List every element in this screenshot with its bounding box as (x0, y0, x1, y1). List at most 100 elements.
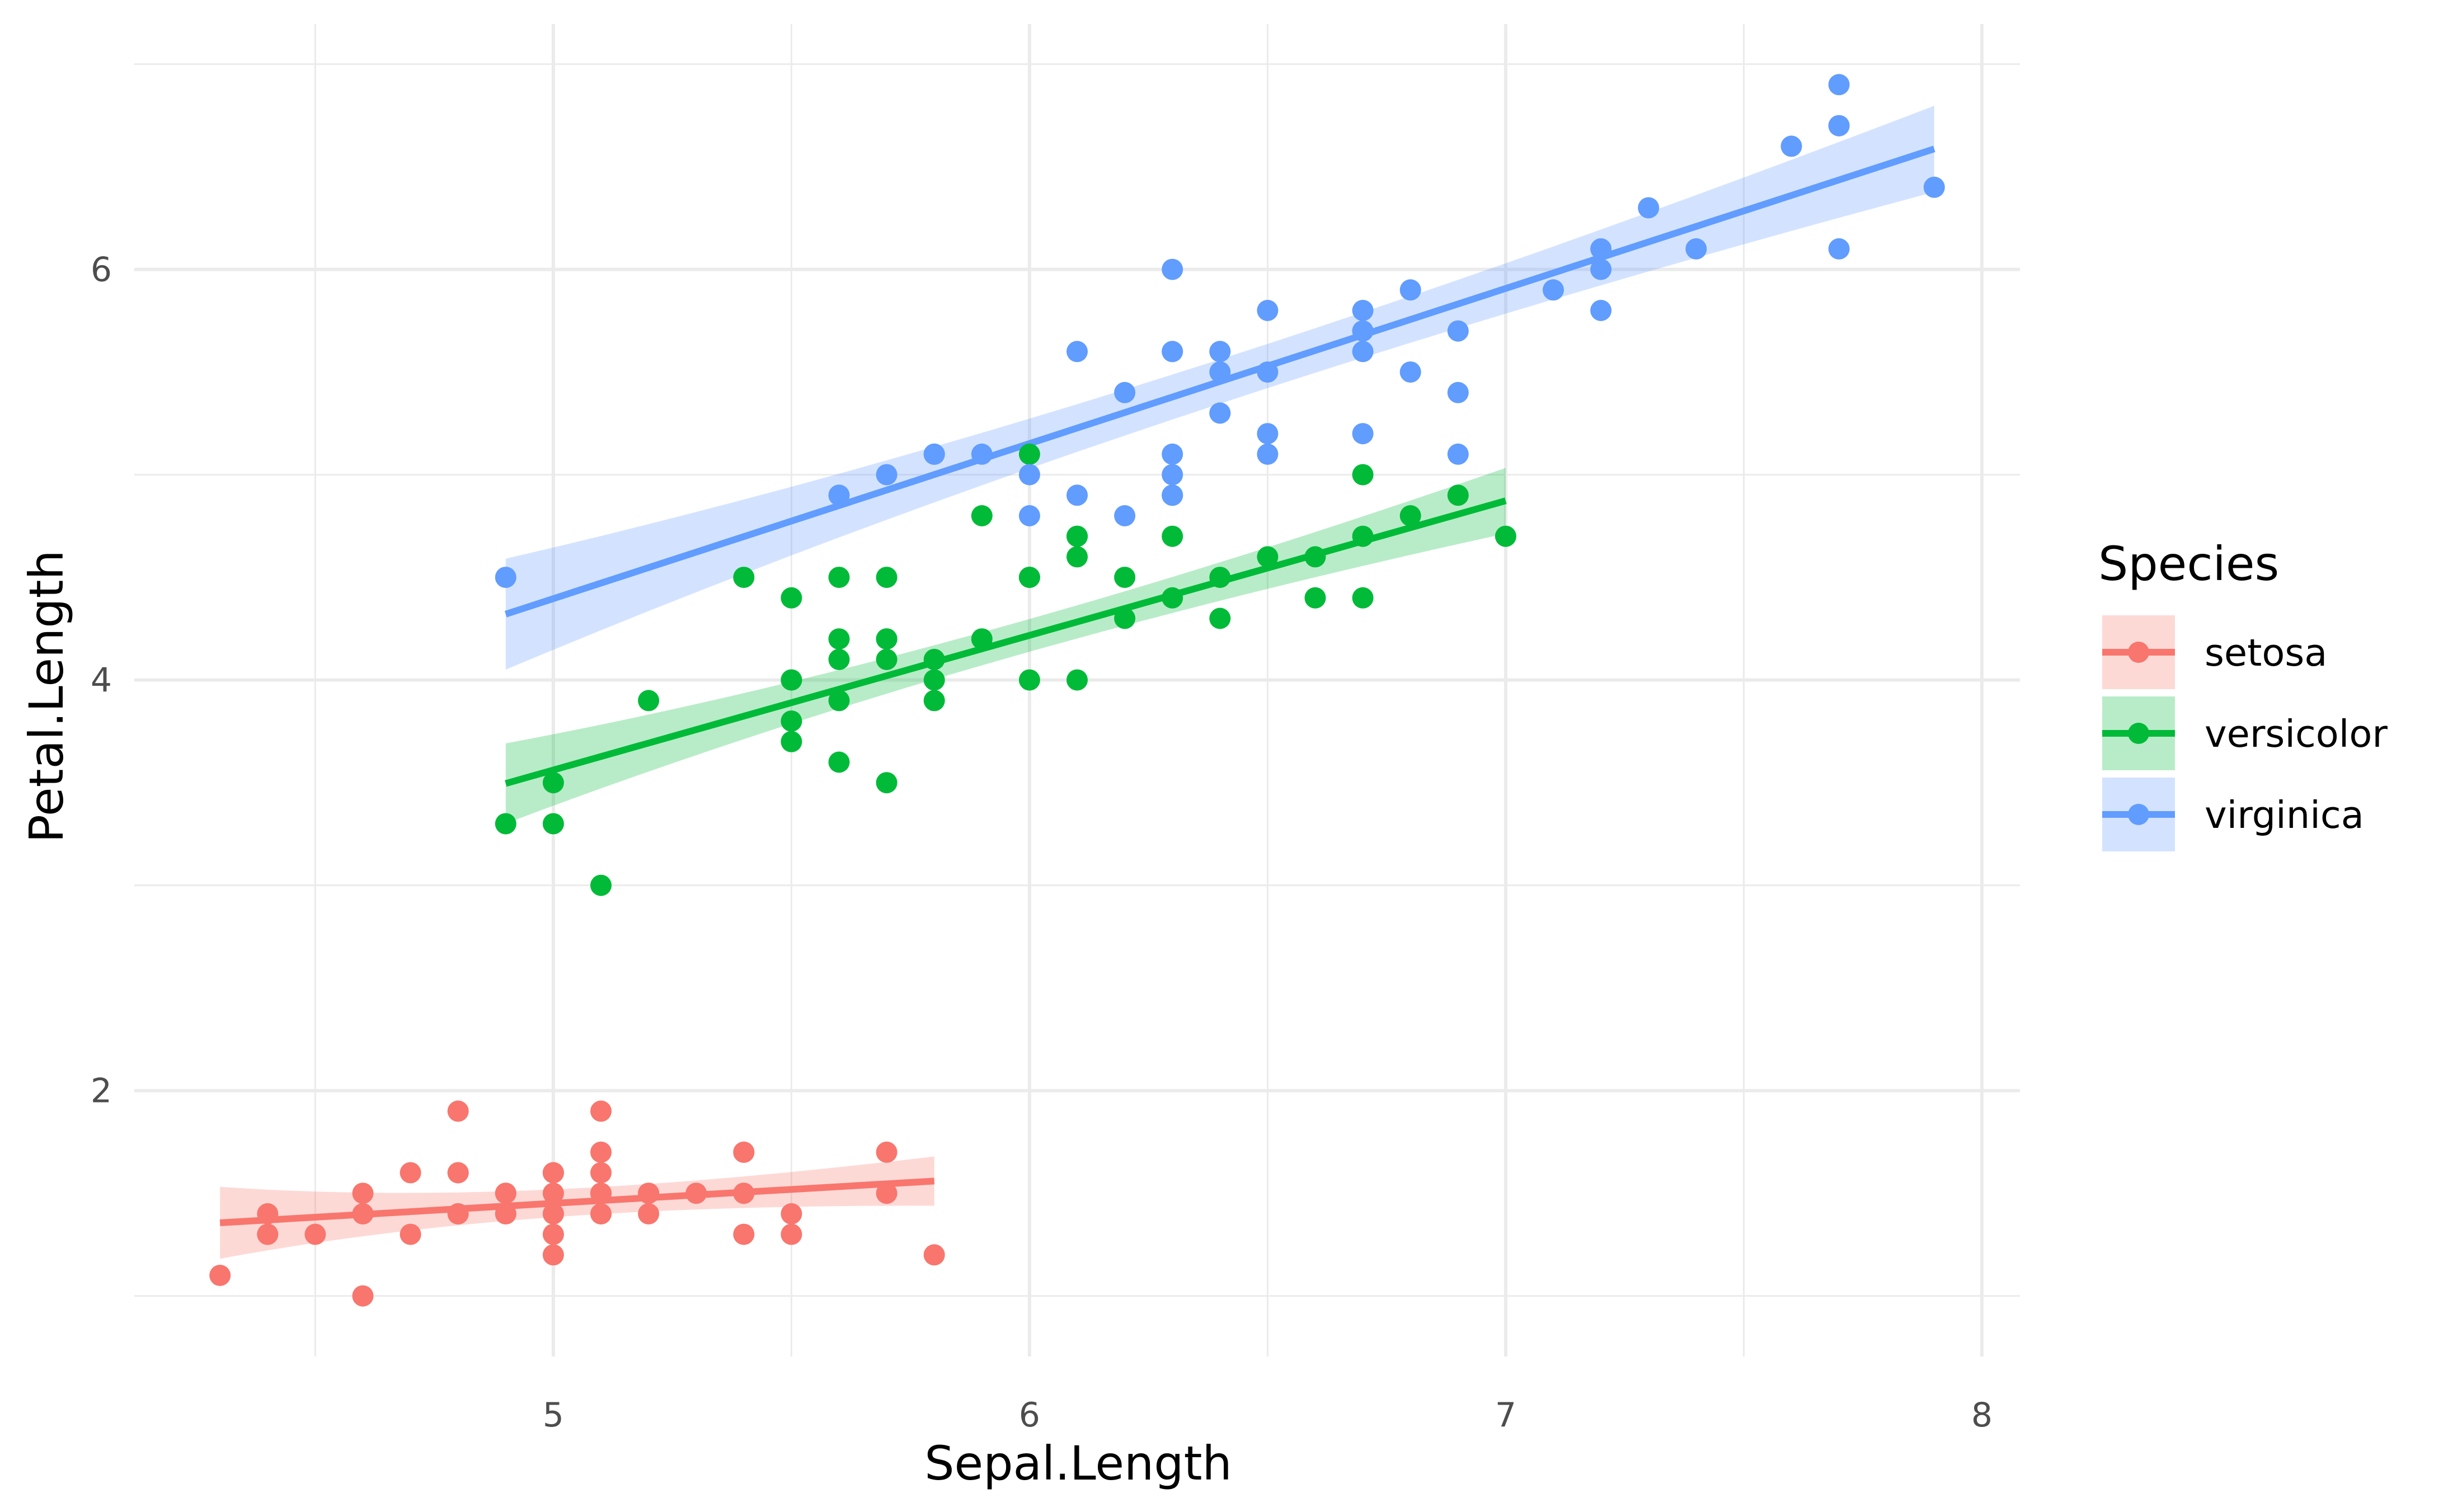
data-point-virginica (1447, 320, 1469, 342)
data-point-versicolor (1209, 567, 1231, 588)
minor-gridlines (134, 24, 2020, 1356)
data-point-setosa (447, 1100, 469, 1122)
y-axis-tick-labels: 2 4 6 (91, 251, 112, 1111)
data-point-setosa (542, 1162, 564, 1184)
y-tick-label: 4 (91, 661, 112, 700)
regression-line-setosa (219, 1177, 935, 1226)
data-point-versicolor (828, 648, 850, 670)
data-point-versicolor (876, 628, 898, 650)
data-point-virginica (923, 443, 945, 465)
data-point-virginica (1447, 443, 1469, 465)
x-axis-tick-labels: 5 6 7 8 (543, 1396, 1993, 1435)
x-tick-label: 7 (1495, 1396, 1516, 1435)
data-point-versicolor (781, 587, 802, 609)
data-point-virginica (1257, 300, 1279, 321)
x-tick-label: 8 (1971, 1396, 1993, 1435)
data-point-setosa (542, 1223, 564, 1245)
legend-item-setosa: setosa (2102, 615, 2327, 689)
confidence-ribbon-setosa (220, 1156, 934, 1259)
data-point-virginica (1447, 381, 1469, 403)
data-point-virginica (1162, 443, 1183, 465)
data-point-virginica (1590, 238, 1612, 260)
data-point-versicolor (781, 710, 802, 732)
data-point-versicolor (1304, 546, 1326, 568)
data-point-setosa (638, 1183, 660, 1204)
data-point-virginica (1352, 320, 1374, 342)
data-point-versicolor (1257, 546, 1279, 568)
data-point-versicolor (1352, 464, 1374, 486)
x-axis-title: Sepal.Length (924, 1436, 1232, 1491)
data-point-versicolor (495, 813, 516, 835)
data-point-versicolor (1018, 567, 1040, 588)
data-point-setosa (685, 1183, 707, 1204)
legend: Species setosa versicolor virginica (2098, 536, 2388, 851)
data-points (209, 74, 1945, 1307)
data-point-setosa (257, 1203, 279, 1224)
data-point-virginica (1066, 484, 1088, 506)
data-point-versicolor (1162, 587, 1183, 609)
y-tick-label: 6 (91, 251, 112, 290)
data-point-setosa (781, 1223, 802, 1245)
data-point-setosa (352, 1285, 374, 1307)
data-point-setosa (542, 1244, 564, 1266)
data-point-virginica (1257, 443, 1279, 465)
data-point-versicolor (1114, 567, 1136, 588)
data-point-versicolor (1399, 505, 1421, 526)
data-point-versicolor (1066, 525, 1088, 547)
data-point-versicolor (828, 628, 850, 650)
data-point-versicolor (1066, 546, 1088, 568)
data-point-virginica (1590, 258, 1612, 280)
data-point-virginica (1114, 381, 1136, 403)
data-point-setosa (590, 1162, 612, 1184)
data-point-virginica (1209, 402, 1231, 424)
confidence-ribbon-versicolor (505, 468, 1506, 824)
data-point-virginica (1352, 300, 1374, 321)
data-point-versicolor (923, 648, 945, 670)
data-point-setosa (923, 1244, 945, 1266)
data-point-versicolor (1018, 443, 1040, 465)
data-point-virginica (1352, 423, 1374, 445)
data-point-virginica (1018, 505, 1040, 526)
data-point-setosa (876, 1183, 898, 1204)
data-point-versicolor (876, 648, 898, 670)
data-point-setosa (733, 1223, 755, 1245)
data-point-setosa (590, 1100, 612, 1122)
data-point-setosa (590, 1183, 612, 1204)
data-point-versicolor (542, 772, 564, 794)
data-point-virginica (1209, 341, 1231, 362)
data-point-versicolor (1495, 525, 1516, 547)
data-point-virginica (1638, 197, 1660, 219)
data-point-setosa (733, 1141, 755, 1163)
legend-label: virginica (2205, 793, 2364, 837)
data-point-versicolor (542, 813, 564, 835)
data-point-setosa (400, 1162, 421, 1184)
legend-item-versicolor: versicolor (2102, 696, 2388, 770)
data-point-virginica (1828, 238, 1850, 260)
data-point-setosa (447, 1162, 469, 1184)
data-point-virginica (1399, 361, 1421, 383)
data-point-versicolor (1352, 587, 1374, 609)
data-point-virginica (1590, 300, 1612, 321)
data-point-setosa (209, 1265, 231, 1286)
regression-line-versicolor (505, 497, 1507, 787)
data-point-virginica (1209, 361, 1231, 383)
data-point-setosa (638, 1203, 660, 1224)
data-point-setosa (542, 1203, 564, 1224)
confidence-ribbon-virginica (505, 106, 1934, 670)
data-point-setosa (590, 1141, 612, 1163)
data-point-virginica (1352, 341, 1374, 362)
data-point-versicolor (828, 690, 850, 712)
data-point-virginica (1543, 279, 1564, 301)
data-point-setosa (876, 1141, 898, 1163)
data-point-versicolor (876, 567, 898, 588)
data-point-virginica (971, 443, 993, 465)
data-point-virginica (828, 484, 850, 506)
data-point-setosa (495, 1203, 516, 1224)
data-point-setosa (542, 1183, 564, 1204)
data-point-virginica (876, 464, 898, 486)
legend-keys: setosa versicolor virginica (2102, 615, 2388, 851)
data-point-versicolor (1162, 525, 1183, 547)
legend-key-point (2128, 804, 2149, 825)
y-tick-label: 2 (91, 1072, 112, 1111)
data-point-versicolor (971, 628, 993, 650)
